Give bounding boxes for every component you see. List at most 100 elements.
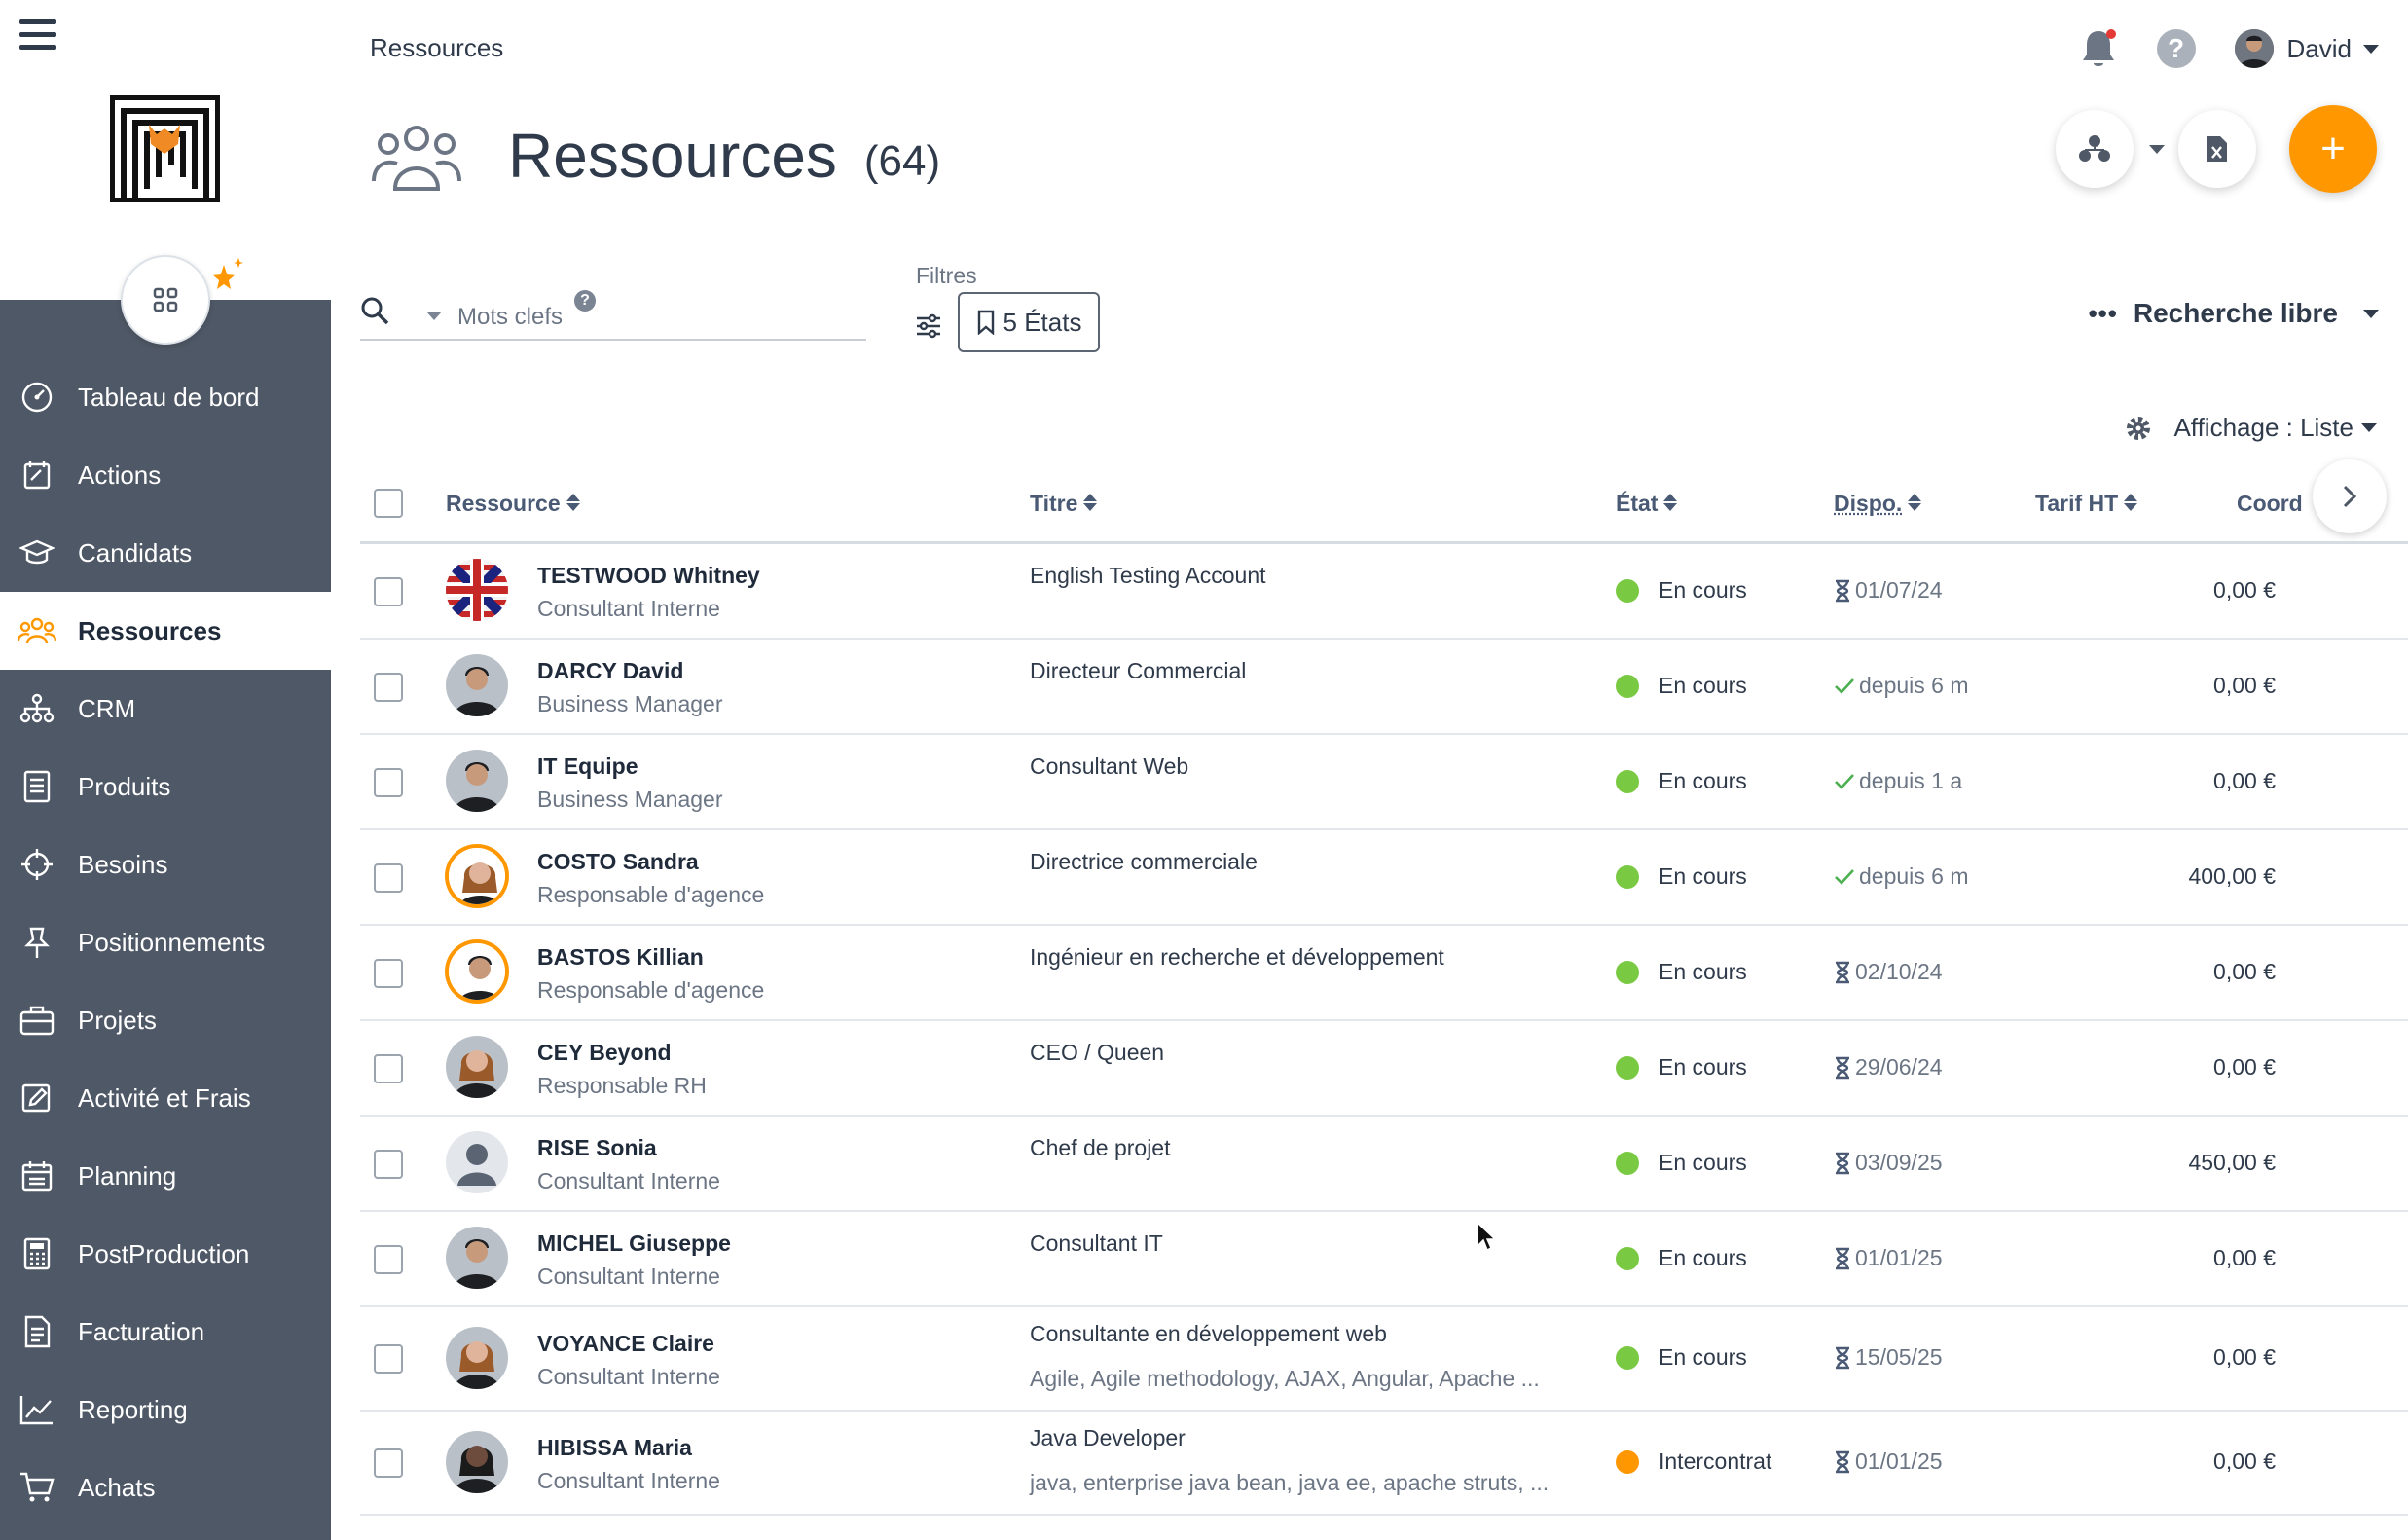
hourglass-icon [1834,1346,1851,1370]
select-all-checkbox[interactable] [374,489,403,518]
row-checkbox[interactable] [374,1448,403,1478]
status-badge: En cours [1616,1344,1747,1371]
availability: 01/01/25 [1834,1245,1943,1271]
row-checkbox[interactable] [374,1245,403,1274]
sidebar-item-tableau-de-bord[interactable]: Tableau de bord [0,358,331,436]
sidebar-item-produits[interactable]: Produits [0,748,331,825]
sidebar-item-facturation[interactable]: Facturation [0,1293,331,1371]
column-header-ressource[interactable]: Ressource [446,491,566,517]
resource-name[interactable]: VOYANCE Claire [537,1331,714,1357]
free-search-label: Recherche libre [2134,298,2338,329]
avatar[interactable] [446,1327,508,1389]
column-header-etat[interactable]: État [1616,491,1663,517]
keywords-input-label[interactable]: Mots clefs [457,304,563,331]
user-avatar[interactable] [2235,29,2274,68]
column-header-coord[interactable]: Coord [2237,491,2309,517]
sidebar-item-actions[interactable]: Actions [0,436,331,514]
resource-name[interactable]: MICHEL Giuseppe [537,1230,731,1257]
table-row[interactable]: DARCY David Business Manager Directeur Com… [360,640,2408,735]
dashboard-icon [18,378,56,417]
row-checkbox[interactable] [374,673,403,702]
resource-title: Chef de projet [1030,1135,1170,1161]
sidebar-item-crm[interactable]: CRM [0,670,331,748]
export-excel-button[interactable] [2178,110,2256,188]
column-header-tarif[interactable]: Tarif HT [2035,491,2124,517]
avatar[interactable] [446,1036,508,1098]
row-checkbox[interactable] [374,577,403,606]
scroll-columns-right-button[interactable] [2313,459,2387,533]
resource-role: Business Manager [537,787,723,813]
filters-label: Filtres [916,263,977,289]
sidebar-item-planning[interactable]: Planning [0,1137,331,1215]
avatar[interactable] [449,848,505,904]
sidebar-item-candidats[interactable]: Candidats [0,514,331,592]
column-header-dispo[interactable]: Dispo. [1834,491,1908,517]
row-checkbox[interactable] [374,1054,403,1083]
keywords-help-icon[interactable]: ? [574,290,596,312]
search-icon[interactable] [360,296,389,325]
table-row[interactable]: MICHEL Giuseppe Consultant Interne Consult… [360,1212,2408,1307]
resource-name[interactable]: IT Equipe [537,753,638,780]
row-checkbox[interactable] [374,1344,403,1374]
free-search-toggle[interactable]: ••• Recherche libre [2089,298,2379,329]
sidebar-item-postproduction[interactable]: PostProduction [0,1215,331,1293]
resource-name[interactable]: DARCY David [537,658,683,684]
keyword-search[interactable]: Mots clefs ? [360,265,866,341]
sidebar-item-label: Facturation [78,1317,204,1347]
avatar[interactable] [446,654,508,716]
calculator-icon [18,1234,56,1273]
sidebar-item-label: Ressources [78,616,221,646]
table-row[interactable]: TESTWOOD Whitney Consultant Interne Englis… [360,544,2408,640]
row-checkbox[interactable] [374,768,403,797]
keyword-mode-chevron-down-icon[interactable] [426,312,442,320]
sidebar-item-ressources[interactable]: Ressources [0,592,331,670]
table-row[interactable]: CEY Beyond Responsable RH CEO / Queen En co… [360,1021,2408,1117]
help-icon[interactable]: ? [2157,29,2196,68]
gear-icon[interactable] [2125,415,2152,442]
row-checkbox[interactable] [374,1150,403,1179]
sidebar-item-projets[interactable]: Projets [0,981,331,1059]
row-checkbox[interactable] [374,863,403,893]
sidebar-item-label: Candidats [78,538,192,568]
apps-grid-button[interactable] [121,255,210,345]
states-filter-button[interactable]: 5 États [958,292,1100,352]
resource-name[interactable]: BASTOS Killian [537,944,704,971]
avatar[interactable] [446,1227,508,1289]
notifications-bell-icon[interactable] [2077,27,2120,70]
org-structure-button[interactable] [2056,110,2134,188]
resource-name[interactable]: CEY Beyond [537,1040,672,1066]
resource-name[interactable]: COSTO Sandra [537,849,699,875]
resource-name[interactable]: TESTWOOD Whitney [537,563,760,589]
table-row[interactable]: IT Equipe Business Manager Consultant Web E… [360,735,2408,830]
org-dropdown-chevron-down-icon[interactable] [2149,145,2165,154]
table-row[interactable]: BASTOS Killian Responsable d'agence Ingéni… [360,926,2408,1021]
table-row[interactable]: HIBISSA Maria Consultant Interne Java Deve… [360,1412,2408,1516]
display-mode-selector[interactable]: Affichage : Liste [2125,413,2377,443]
user-name[interactable]: David [2287,34,2352,64]
rate-value: 0,00 € [2069,1245,2276,1271]
column-header-titre[interactable]: Titre [1030,491,1083,517]
user-menu-chevron-down-icon[interactable] [2363,45,2379,54]
avatar[interactable] [446,1131,508,1193]
sliders-icon[interactable] [915,313,942,339]
table-row[interactable]: RISE Sonia Consultant Interne Chef de proj… [360,1117,2408,1212]
sidebar-item-achats[interactable]: Achats [0,1448,331,1526]
table-row[interactable]: VOYANCE Claire Consultant Interne Consulta… [360,1307,2408,1412]
sidebar-item-activite-et-frais[interactable]: Activité et Frais [0,1059,331,1137]
row-checkbox[interactable] [374,959,403,988]
grid-icon [153,287,178,312]
sidebar-item-positionnements[interactable]: Positionnements [0,903,331,981]
sparkle-star-icon[interactable] [208,255,247,294]
resource-name[interactable]: RISE Sonia [537,1135,657,1161]
hamburger-menu-icon[interactable] [19,19,56,53]
avatar[interactable] [446,1431,508,1493]
resource-name[interactable]: HIBISSA Maria [537,1435,692,1461]
add-resource-button[interactable]: + [2289,105,2377,193]
table-row[interactable]: COSTO Sandra Responsable d'agence Directri… [360,830,2408,926]
excel-file-icon [2206,134,2229,164]
avatar[interactable] [446,559,508,621]
sidebar-item-reporting[interactable]: Reporting [0,1371,331,1448]
avatar[interactable] [446,750,508,812]
avatar[interactable] [449,943,505,1000]
sidebar-item-besoins[interactable]: Besoins [0,825,331,903]
